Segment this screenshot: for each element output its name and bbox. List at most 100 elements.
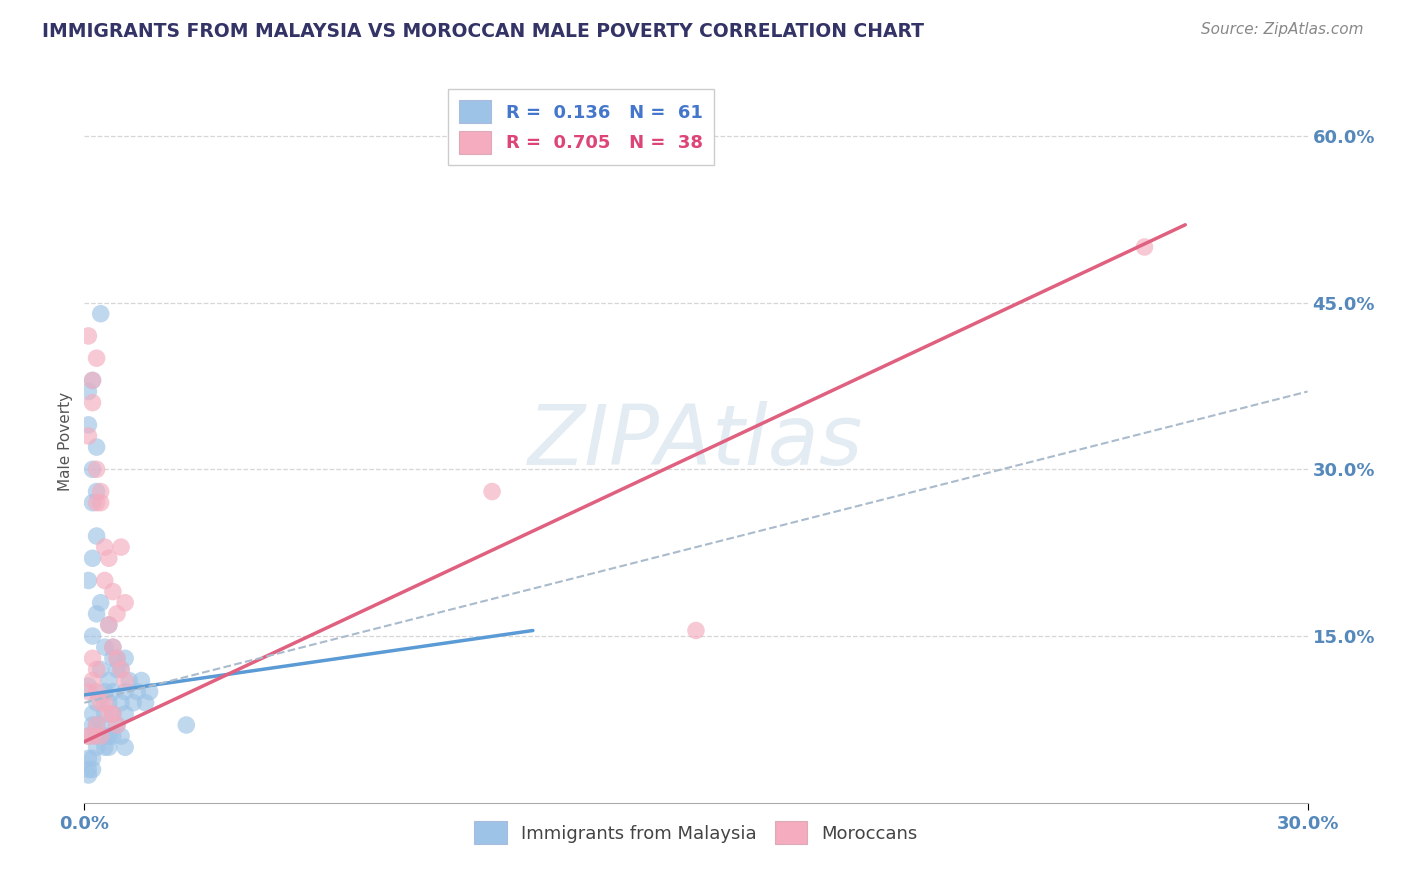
Point xyxy=(82,751,104,765)
Point xyxy=(101,640,124,655)
Point xyxy=(131,673,153,688)
Point xyxy=(105,718,128,732)
Point xyxy=(77,729,100,743)
Point xyxy=(110,540,132,554)
Point xyxy=(82,706,104,721)
Point xyxy=(114,596,136,610)
Point xyxy=(90,696,112,710)
Point xyxy=(1133,240,1156,254)
Point xyxy=(77,751,100,765)
Point xyxy=(90,662,112,676)
Legend: Immigrants from Malaysia, Moroccans: Immigrants from Malaysia, Moroccans xyxy=(463,810,929,855)
Point xyxy=(481,484,503,499)
Point xyxy=(77,429,100,443)
Point xyxy=(86,662,108,676)
Point xyxy=(93,540,115,554)
Point xyxy=(93,684,115,698)
Point xyxy=(114,684,136,698)
Point xyxy=(174,718,197,732)
Point xyxy=(97,706,120,721)
Point xyxy=(97,551,120,566)
Point xyxy=(110,662,132,676)
Point xyxy=(82,551,104,566)
Point xyxy=(77,763,100,777)
Point xyxy=(105,718,128,732)
Point xyxy=(93,706,115,721)
Text: ZIPAtlas: ZIPAtlas xyxy=(529,401,863,482)
Point xyxy=(77,768,100,782)
Point xyxy=(86,718,108,732)
Point xyxy=(97,618,120,632)
Text: IMMIGRANTS FROM MALAYSIA VS MOROCCAN MALE POVERTY CORRELATION CHART: IMMIGRANTS FROM MALAYSIA VS MOROCCAN MAL… xyxy=(42,22,924,41)
Point xyxy=(110,729,132,743)
Point xyxy=(82,673,104,688)
Point xyxy=(138,684,160,698)
Point xyxy=(101,584,124,599)
Point xyxy=(97,729,120,743)
Point xyxy=(101,729,124,743)
Point xyxy=(105,651,128,665)
Point xyxy=(82,629,104,643)
Point xyxy=(82,651,104,665)
Point xyxy=(97,618,120,632)
Point xyxy=(122,696,145,710)
Point xyxy=(101,706,124,721)
Point xyxy=(77,684,100,698)
Point xyxy=(86,462,108,476)
Y-axis label: Male Poverty: Male Poverty xyxy=(58,392,73,491)
Point xyxy=(82,462,104,476)
Point xyxy=(86,351,108,366)
Point xyxy=(86,718,108,732)
Point xyxy=(93,640,115,655)
Point xyxy=(110,662,132,676)
Point xyxy=(82,395,104,409)
Point xyxy=(97,740,120,755)
Point xyxy=(86,696,108,710)
Point xyxy=(101,640,124,655)
Point xyxy=(86,496,108,510)
Point xyxy=(97,673,120,688)
Point xyxy=(114,706,136,721)
Point xyxy=(86,607,108,621)
Point xyxy=(82,373,104,387)
Point xyxy=(105,607,128,621)
Point xyxy=(82,373,104,387)
Point xyxy=(114,651,136,665)
Point xyxy=(97,696,120,710)
Point xyxy=(82,763,104,777)
Point xyxy=(77,384,100,399)
Point xyxy=(90,484,112,499)
Text: Source: ZipAtlas.com: Source: ZipAtlas.com xyxy=(1201,22,1364,37)
Point xyxy=(127,684,149,698)
Point xyxy=(86,729,108,743)
Point xyxy=(135,696,157,710)
Point xyxy=(93,729,115,743)
Point xyxy=(93,696,115,710)
Point xyxy=(77,729,100,743)
Point xyxy=(101,651,124,665)
Point xyxy=(86,440,108,454)
Point xyxy=(90,729,112,743)
Point xyxy=(118,673,141,688)
Point xyxy=(101,684,124,698)
Point xyxy=(86,484,108,499)
Point xyxy=(86,740,108,755)
Point xyxy=(93,740,115,755)
Point xyxy=(90,496,112,510)
Point xyxy=(90,596,112,610)
Point xyxy=(86,529,108,543)
Point xyxy=(77,329,100,343)
Point xyxy=(93,574,115,588)
Point xyxy=(90,718,112,732)
Point xyxy=(105,651,128,665)
Point xyxy=(105,662,128,676)
Point xyxy=(114,740,136,755)
Point xyxy=(82,496,104,510)
Point xyxy=(110,696,132,710)
Point xyxy=(86,684,108,698)
Point xyxy=(114,673,136,688)
Point xyxy=(77,679,100,693)
Point xyxy=(82,729,104,743)
Point xyxy=(77,417,100,432)
Point xyxy=(82,718,104,732)
